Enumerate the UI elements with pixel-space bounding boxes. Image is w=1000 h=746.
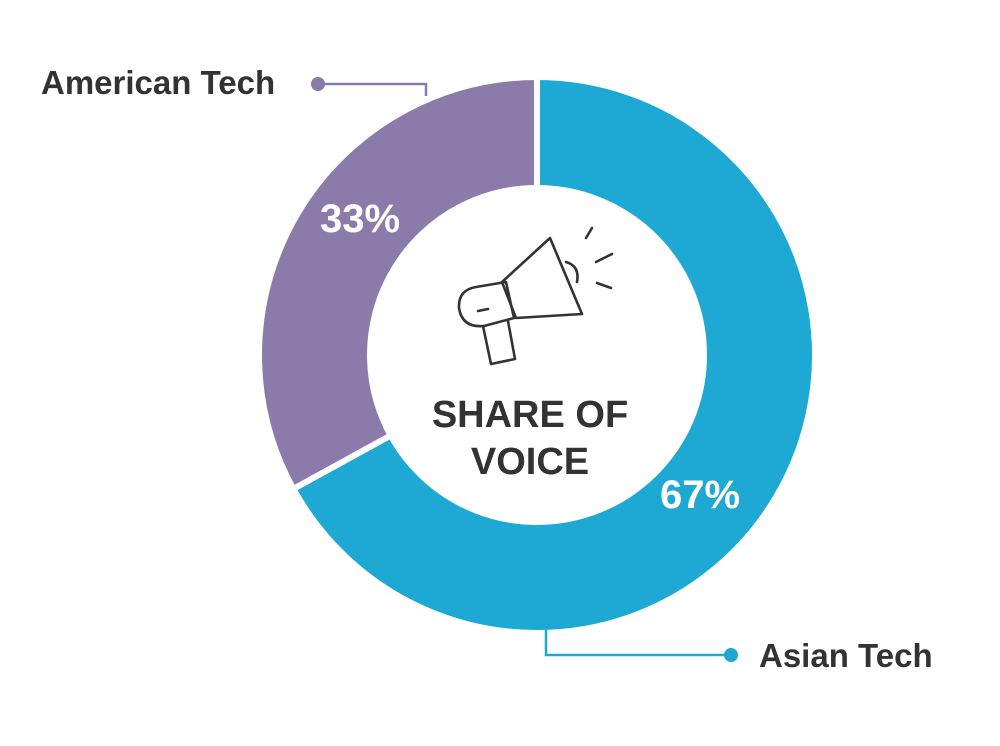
megaphone-icon [457, 226, 614, 366]
center-title-line-1: SHARE OF [432, 394, 628, 436]
donut-slice-american-tech [256, 73, 540, 494]
donut-slice-asian-tech [289, 73, 818, 636]
center-title-line-2: VOICE [471, 441, 589, 483]
callout-lines [311, 77, 738, 662]
asian-tech-percent-label: 67% [660, 473, 740, 517]
asian-tech-label: Asian Tech [759, 637, 933, 674]
asian-tech-leader-line [544, 628, 731, 657]
american-tech-percent-label: 33% [320, 197, 400, 241]
american-tech-label: American Tech [41, 64, 275, 101]
american-tech-leader-dot [311, 77, 325, 91]
american-tech-leader-line [318, 82, 428, 96]
donut-slices [256, 73, 818, 636]
asian-tech-leader-dot [724, 648, 738, 662]
